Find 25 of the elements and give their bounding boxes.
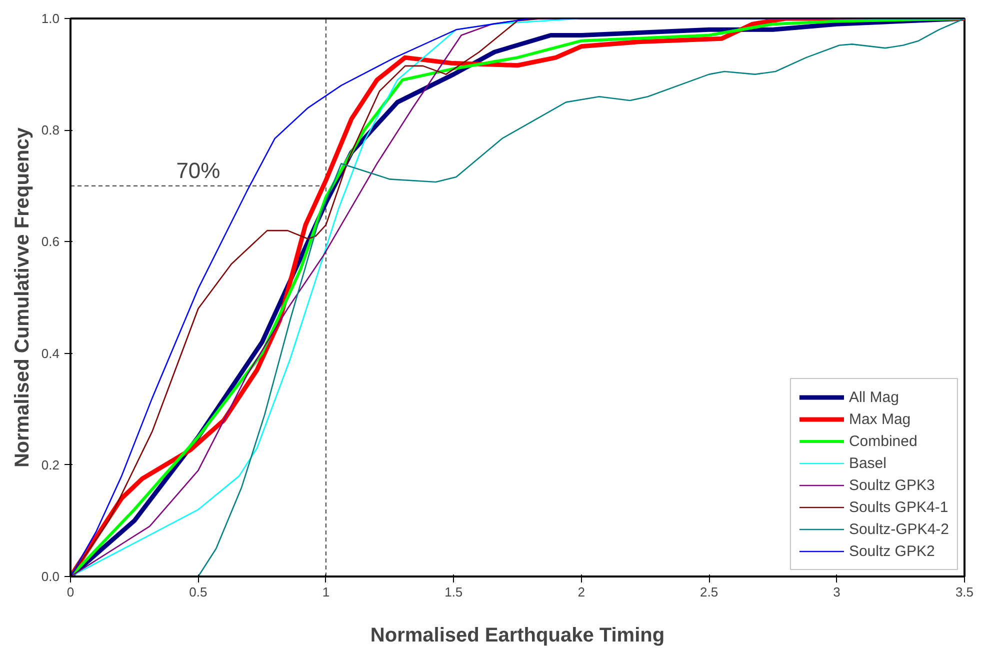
legend-label: Soults GPK4-1 bbox=[848, 498, 948, 516]
legend-label: Soultz GPK3 bbox=[848, 476, 935, 494]
legend-label: All Mag bbox=[848, 388, 899, 406]
x-tick-label: 0 bbox=[66, 584, 74, 600]
y-tick-label: 1.0 bbox=[41, 11, 60, 26]
y-tick-label: 0.6 bbox=[41, 234, 60, 250]
y-tick-label: 0.8 bbox=[41, 122, 60, 138]
x-tick-label: 0.5 bbox=[189, 584, 208, 600]
x-tick-label: 1.5 bbox=[444, 584, 463, 600]
y-tick-label: 0.2 bbox=[41, 457, 60, 472]
x-axis-title: Normalised Earthquake Timing bbox=[370, 624, 665, 646]
legend-label: Max Mag bbox=[848, 410, 911, 428]
x-tick-label: 1 bbox=[322, 584, 330, 600]
y-axis-title: Normalised Cumulativve Frequency bbox=[11, 126, 34, 468]
x-tick-label: 2.5 bbox=[700, 584, 718, 600]
legend-label: Combined bbox=[848, 432, 918, 450]
x-tick-label: 3 bbox=[833, 584, 840, 600]
x-tick-label: 3.5 bbox=[955, 584, 974, 600]
y-tick-label: 0.4 bbox=[41, 346, 60, 361]
legend-label: Basel bbox=[848, 454, 886, 472]
legend-label: Soultz GPK2 bbox=[848, 542, 935, 560]
y-tick-label: 0.0 bbox=[41, 569, 60, 584]
ref-line-label: 70% bbox=[176, 158, 220, 183]
legend-label: Soultz-GPK4-2 bbox=[848, 520, 949, 538]
x-tick-label: 2 bbox=[578, 584, 585, 600]
